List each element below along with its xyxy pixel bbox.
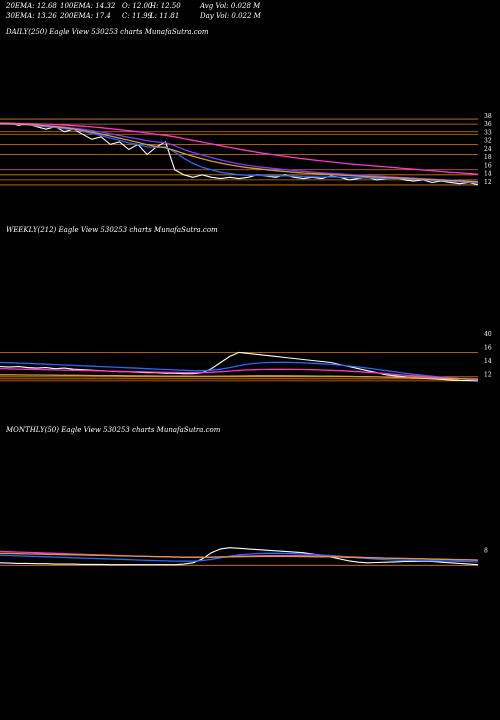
low-readout: L: 11.81 [150,12,180,20]
daily-y-tick-label: 36 [484,121,492,128]
monthly-y-tick-label: 8 [484,548,488,555]
daily-ema-mid-line [0,123,479,183]
open-readout: O: 12.00 [122,2,153,10]
weekly-price-line [0,351,479,382]
ema200-readout: 200EMA: 17.4 [60,12,111,20]
avg-volume-readout: Avg Vol: 0.028 M [200,2,261,10]
ema100-readout: 100EMA: 14.32 [60,2,116,10]
weekly-chart: 40 16 14 12 [0,331,492,382]
weekly-chart-title: WEEKLY(212) Eagle View 530253 charts Mun… [6,226,218,234]
daily-y-tick-label: 24 [484,146,492,153]
daily-y-tick-label: 12 [484,179,492,186]
daily-ema-slow-line [0,122,479,183]
weekly-ema-long-line [0,368,479,381]
daily-chart-title: DAILY(250) Eagle View 530253 charts Muna… [6,28,209,36]
daily-y-tick-label: 32 [484,138,492,145]
weekly-y-tick-label: 16 [484,345,492,352]
monthly-chart: 8 [0,547,488,566]
daily-y-tick-label: 18 [484,154,492,161]
daily-y-tick-label: 14 [484,171,492,178]
monthly-price-line [0,547,479,566]
monthly-ema-slow-line [0,552,479,561]
weekly-ema-slow-line [0,374,479,380]
monthly-chart-title: MONTHLY(50) Eagle View 530253 charts Mun… [6,426,221,434]
weekly-ema-short-line [0,361,479,381]
daily-y-tick-label: 16 [484,162,492,169]
close-readout: C: 11.99 [122,12,152,20]
weekly-y-tick-label: 40 [484,331,492,338]
weekly-y-tick-label: 12 [484,372,492,379]
daily-y-tick-label: 38 [484,113,492,120]
daily-ema-long-line [0,122,479,175]
daily-y-tick-label: 33 [484,129,492,136]
day-volume-readout: Day Vol: 0.022 M [200,12,261,20]
daily-price-line [0,122,479,186]
high-readout: H: 12.50 [150,2,181,10]
ema30-readout: 30EMA: 13.26 [6,12,57,20]
monthly-ema-short-line [0,552,479,563]
weekly-y-tick-label: 14 [484,358,492,365]
daily-ema-short-line [0,123,479,184]
ema20-readout: 20EMA: 12.68 [6,2,57,10]
